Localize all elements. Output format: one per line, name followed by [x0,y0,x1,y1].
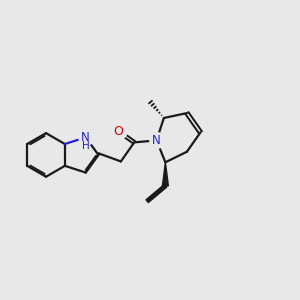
Text: N: N [81,131,90,144]
Polygon shape [162,162,168,186]
Text: N: N [152,134,161,147]
Text: H: H [82,141,90,151]
Text: O: O [114,125,124,138]
